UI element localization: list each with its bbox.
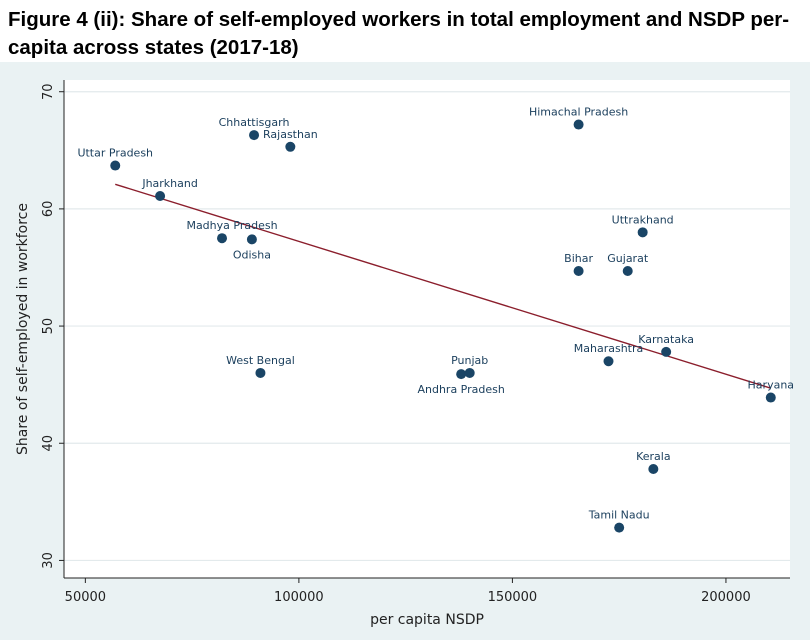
data-point — [285, 141, 296, 152]
point-label: Uttrakhand — [612, 213, 674, 226]
point-label: Maharashtra — [574, 342, 644, 355]
data-point — [246, 234, 257, 245]
point-label: Andhra Pradesh — [417, 383, 504, 396]
data-point — [249, 130, 260, 141]
point-label: Jharkhand — [141, 177, 198, 190]
data-point — [573, 265, 584, 276]
x-tick-label: 50000 — [65, 590, 106, 605]
point-label: Gujarat — [607, 252, 649, 265]
point-label: Bihar — [564, 252, 593, 265]
data-point — [603, 356, 614, 367]
x-tick-label: 200000 — [701, 590, 751, 605]
x-tick-label: 150000 — [488, 590, 538, 605]
data-point — [637, 227, 648, 238]
data-point — [648, 464, 659, 475]
data-point — [661, 346, 672, 357]
point-label: Uttar Pradesh — [77, 147, 153, 160]
data-point — [110, 160, 121, 171]
point-label: Punjab — [451, 354, 488, 367]
y-tick-label: 60 — [41, 201, 56, 218]
point-label: Himachal Pradesh — [529, 106, 628, 119]
point-label: Karnataka — [638, 333, 694, 346]
y-tick-label: 70 — [41, 83, 56, 100]
data-point — [217, 233, 228, 244]
plot-area — [64, 80, 790, 578]
point-label: Tamil Nadu — [588, 509, 650, 522]
data-point — [573, 119, 584, 130]
data-point — [464, 367, 475, 378]
point-label: Rajasthan — [263, 128, 318, 141]
y-tick-label: 30 — [41, 552, 56, 569]
fit-line — [115, 183, 771, 389]
point-label: West Bengal — [226, 354, 295, 367]
x-axis-label: per capita NSDP — [370, 612, 484, 628]
y-tick-label: 50 — [41, 318, 56, 335]
point-label: Kerala — [636, 450, 671, 463]
point-label: Madhya Pradesh — [186, 219, 277, 232]
point-label: Chhattisgarh — [219, 116, 290, 129]
data-point — [765, 392, 776, 403]
point-label: Odisha — [233, 248, 271, 261]
data-point — [622, 265, 633, 276]
y-axis-label: Share of self-employed in workforce — [15, 203, 31, 455]
point-label: Haryana — [748, 379, 795, 392]
data-point — [255, 367, 266, 378]
data-point — [155, 191, 166, 202]
x-tick-label: 100000 — [274, 590, 324, 605]
chart-title: Figure 4 (ii): Share of self-employed wo… — [8, 8, 790, 59]
data-point — [614, 522, 625, 533]
data-point — [456, 369, 467, 380]
y-tick-label: 40 — [41, 435, 56, 452]
